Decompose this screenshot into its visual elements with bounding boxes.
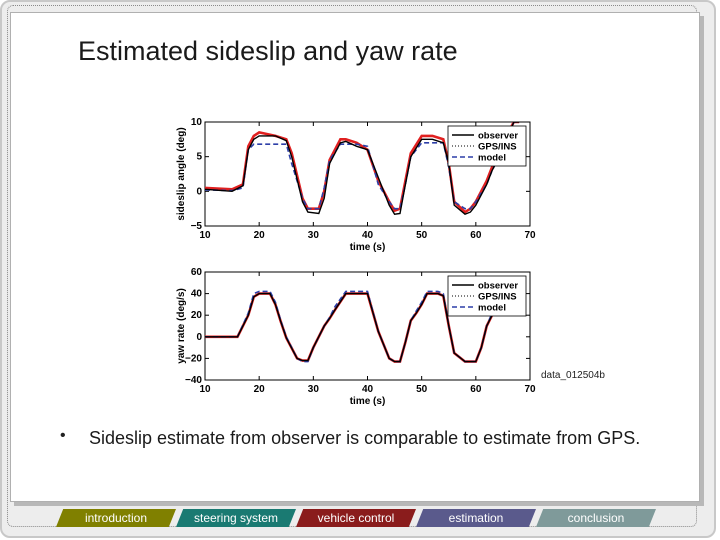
y-tick-label: 40 [191, 289, 203, 300]
legend-label: GPS/INS [478, 142, 517, 153]
x-tick-label: 70 [524, 230, 536, 241]
x-tick-label: 20 [254, 230, 266, 241]
nav-introduction[interactable]: introduction [56, 509, 176, 527]
nav-steering-system[interactable]: steering system [176, 509, 296, 527]
y-tick-label: 5 [196, 152, 202, 163]
nav-conclusion[interactable]: conclusion [536, 509, 656, 527]
x-tick-label: 40 [362, 384, 374, 395]
x-tick-label: 20 [254, 384, 266, 395]
series-line-observer [205, 292, 509, 363]
x-tick-label: 50 [416, 230, 428, 241]
legend-label: observer [478, 281, 518, 292]
legend-label: model [478, 303, 506, 314]
x-tick-label: 10 [199, 230, 211, 241]
y-tick-label: 0 [196, 186, 202, 197]
y-tick-label: −5 [191, 221, 203, 232]
x-tick-label: 30 [308, 384, 320, 395]
legend-label: observer [478, 131, 518, 142]
nav-estimation[interactable]: estimation [416, 509, 536, 527]
series-line-model [205, 122, 520, 210]
x-tick-label: 60 [470, 230, 482, 241]
legend-label: GPS/INS [478, 292, 517, 303]
y-tick-label: −40 [185, 375, 202, 386]
x-tick-label: 50 [416, 384, 428, 395]
nav-vehicle-control[interactable]: vehicle control [296, 509, 416, 527]
slide-title: Estimated sideslip and yaw rate [78, 36, 458, 66]
y-tick-label: 10 [191, 117, 203, 128]
slide-panel [10, 12, 700, 502]
y-axis-label: sideslip angle (deg) [176, 127, 187, 220]
y-tick-label: 20 [191, 310, 203, 321]
x-tick-label: 10 [199, 384, 211, 395]
sideslip-chart: 10 20 30 40 50 60 70 −5 0 5 10 time (s) sideslip ang… [176, 117, 536, 253]
bullet-marker: • [60, 427, 66, 444]
y-tick-label: 60 [191, 267, 203, 278]
legend-box [447, 275, 527, 317]
series-line-observer [205, 122, 520, 216]
image-label: data_012504b [541, 370, 605, 381]
x-axis-label: time (s) [350, 242, 386, 253]
y-axis-label: yaw rate (deg/s) [176, 288, 187, 364]
x-axis-label: time (s) [350, 396, 386, 407]
x-tick-label: 30 [308, 230, 320, 241]
x-tick-label: 40 [362, 230, 374, 241]
y-tick-label: 0 [196, 332, 202, 343]
x-tick-label: 70 [524, 384, 536, 395]
yaw-rate-chart: 10 20 30 40 50 60 70 −40 −20 0 20 40 60 time (s) yaw r… [176, 267, 536, 407]
bullet-text: Sideslip estimate from observer is compa… [89, 428, 641, 448]
x-tick-label: 60 [470, 384, 482, 395]
y-tick-label: −20 [185, 353, 202, 364]
charts-figure: 10 20 30 40 50 60 70 −5 0 5 10 time (s) sideslip ang… [176, 117, 536, 407]
legend-label: model [478, 153, 506, 164]
